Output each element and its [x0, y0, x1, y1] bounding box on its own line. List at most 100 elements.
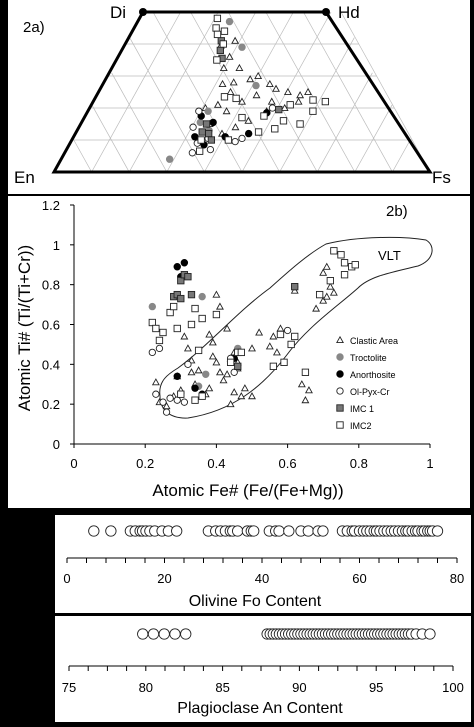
olivine-points: [88, 525, 444, 537]
data-point-open-square: [148, 318, 156, 327]
data-point-open-square: [276, 330, 285, 339]
data-point-open-square: [337, 251, 345, 259]
data-point-open-circle: [152, 390, 160, 398]
data-point-triangle: [183, 344, 192, 352]
data-point-open-square: [196, 147, 204, 155]
y-tick-label: 0: [53, 437, 60, 452]
data-point-open-square: [296, 120, 304, 128]
data-point-triangle: [235, 63, 244, 72]
panel-2a: 2a) Di Hd En Fs: [8, 0, 470, 194]
data-point-open-square: [309, 96, 317, 104]
data-point-triangle: [272, 84, 280, 92]
data-point-open-square: [309, 107, 317, 115]
data-point-open-circle: [206, 145, 215, 154]
strip-point: [231, 525, 244, 537]
data-point-triangle: [265, 342, 274, 350]
grid-line: [279, 37, 355, 173]
data-point-open-square: [220, 27, 229, 35]
data-point-triangle: [272, 348, 281, 356]
strip-point: [317, 525, 329, 537]
grid-line: [91, 104, 130, 173]
data-point-filled-circle: [180, 259, 189, 267]
data-point-open-square: [152, 324, 160, 333]
data-point-open-circle: [155, 344, 164, 353]
data-point-open-square: [326, 277, 334, 285]
data-point-triangle: [205, 330, 214, 338]
data-point-triangle: [219, 63, 228, 72]
data-point-open-square: [219, 40, 227, 48]
strip-tick-label: 85: [215, 680, 229, 695]
legend-label: IMC2: [350, 421, 372, 431]
data-point-grey-circle: [148, 302, 157, 311]
data-point-filled-circle: [173, 372, 181, 380]
data-point-grey-square: [234, 362, 242, 370]
data-point-triangle: [226, 400, 235, 408]
data-point-triangle: [255, 328, 264, 336]
data-point-grey-square: [207, 136, 216, 144]
strip-tick-label: 100: [442, 680, 464, 695]
data-point-triangle: [230, 388, 239, 396]
data-point-triangle: [225, 52, 234, 60]
y-tick-label: 1.2: [42, 198, 60, 213]
data-point-open-square: [254, 128, 263, 136]
data-point-open-square: [197, 136, 205, 144]
y-tick-label: 0.6: [42, 318, 60, 333]
vertex-label-di: Di: [110, 3, 126, 22]
strip-point: [169, 628, 181, 640]
grid-line: [111, 72, 168, 173]
data-point-grey-square: [291, 283, 299, 291]
vlt-field-outline: [159, 236, 433, 419]
x-tick-label: 0.8: [350, 456, 368, 471]
strip-tick-label: 95: [369, 680, 383, 695]
data-point-open-square: [226, 358, 235, 366]
data-point-triangle: [276, 324, 285, 332]
data-point-open-circle: [230, 368, 238, 376]
data-point-grey-circle: [202, 370, 210, 378]
data-point-open-circle: [268, 104, 277, 112]
grid-line: [392, 139, 411, 173]
data-point-grey-square: [177, 277, 185, 285]
panel-olivine: 0 20 40 60 80 Olivine Fo Content: [55, 515, 471, 613]
grid-line: [73, 139, 92, 173]
y-tick-label: 0.8: [42, 278, 60, 293]
data-point-triangle: [222, 107, 231, 115]
strip-point: [158, 628, 170, 640]
data-point-open-square: [330, 247, 338, 255]
data-point-triangle: [215, 368, 224, 376]
grid-line: [340, 11, 431, 173]
strip-tick-label: 0: [63, 571, 70, 586]
y-tick-label: 1: [53, 238, 60, 253]
data-point-open-circle: [166, 394, 174, 402]
strip-tick-label: 80: [139, 680, 153, 695]
data-point-open-square: [173, 324, 181, 333]
data-point-triangle: [304, 386, 313, 394]
grid-line: [152, 11, 243, 173]
data-point-triangle: [223, 370, 232, 378]
data-point-open-circle: [195, 107, 203, 115]
y-tick-label: 0.2: [42, 397, 60, 412]
data-point-grey-square: [177, 294, 185, 303]
data-point-open-circle: [173, 396, 181, 404]
data-point-triangle: [223, 324, 232, 332]
data-point-triangle: [238, 97, 246, 105]
data-point-triangle: [187, 368, 196, 376]
legend-marker: [336, 335, 344, 344]
data-point-open-square: [238, 113, 246, 122]
data-point-filled-circle: [191, 384, 199, 392]
data-point-open-circle: [238, 134, 246, 143]
data-point-triangle: [265, 79, 274, 88]
data-point-open-square: [269, 362, 278, 370]
strip-tick-label: 80: [450, 571, 464, 586]
data-point-triangle: [231, 36, 240, 44]
legend-marker: [336, 353, 344, 361]
data-point-open-square: [351, 261, 359, 269]
data-point-grey-square: [202, 120, 211, 128]
legend: Clastic Area Troctolite Anorthosite Ol-Pyx-…: [336, 335, 398, 431]
data-point-triangle: [246, 75, 255, 83]
data-point-triangle: [296, 91, 305, 99]
vertex-label-hd: Hd: [338, 3, 360, 22]
data-point-triangle: [244, 116, 253, 124]
legend-label: Anorthosite: [350, 370, 396, 380]
data-point-grey-circle: [165, 155, 174, 163]
data-point-open-square: [187, 320, 196, 329]
